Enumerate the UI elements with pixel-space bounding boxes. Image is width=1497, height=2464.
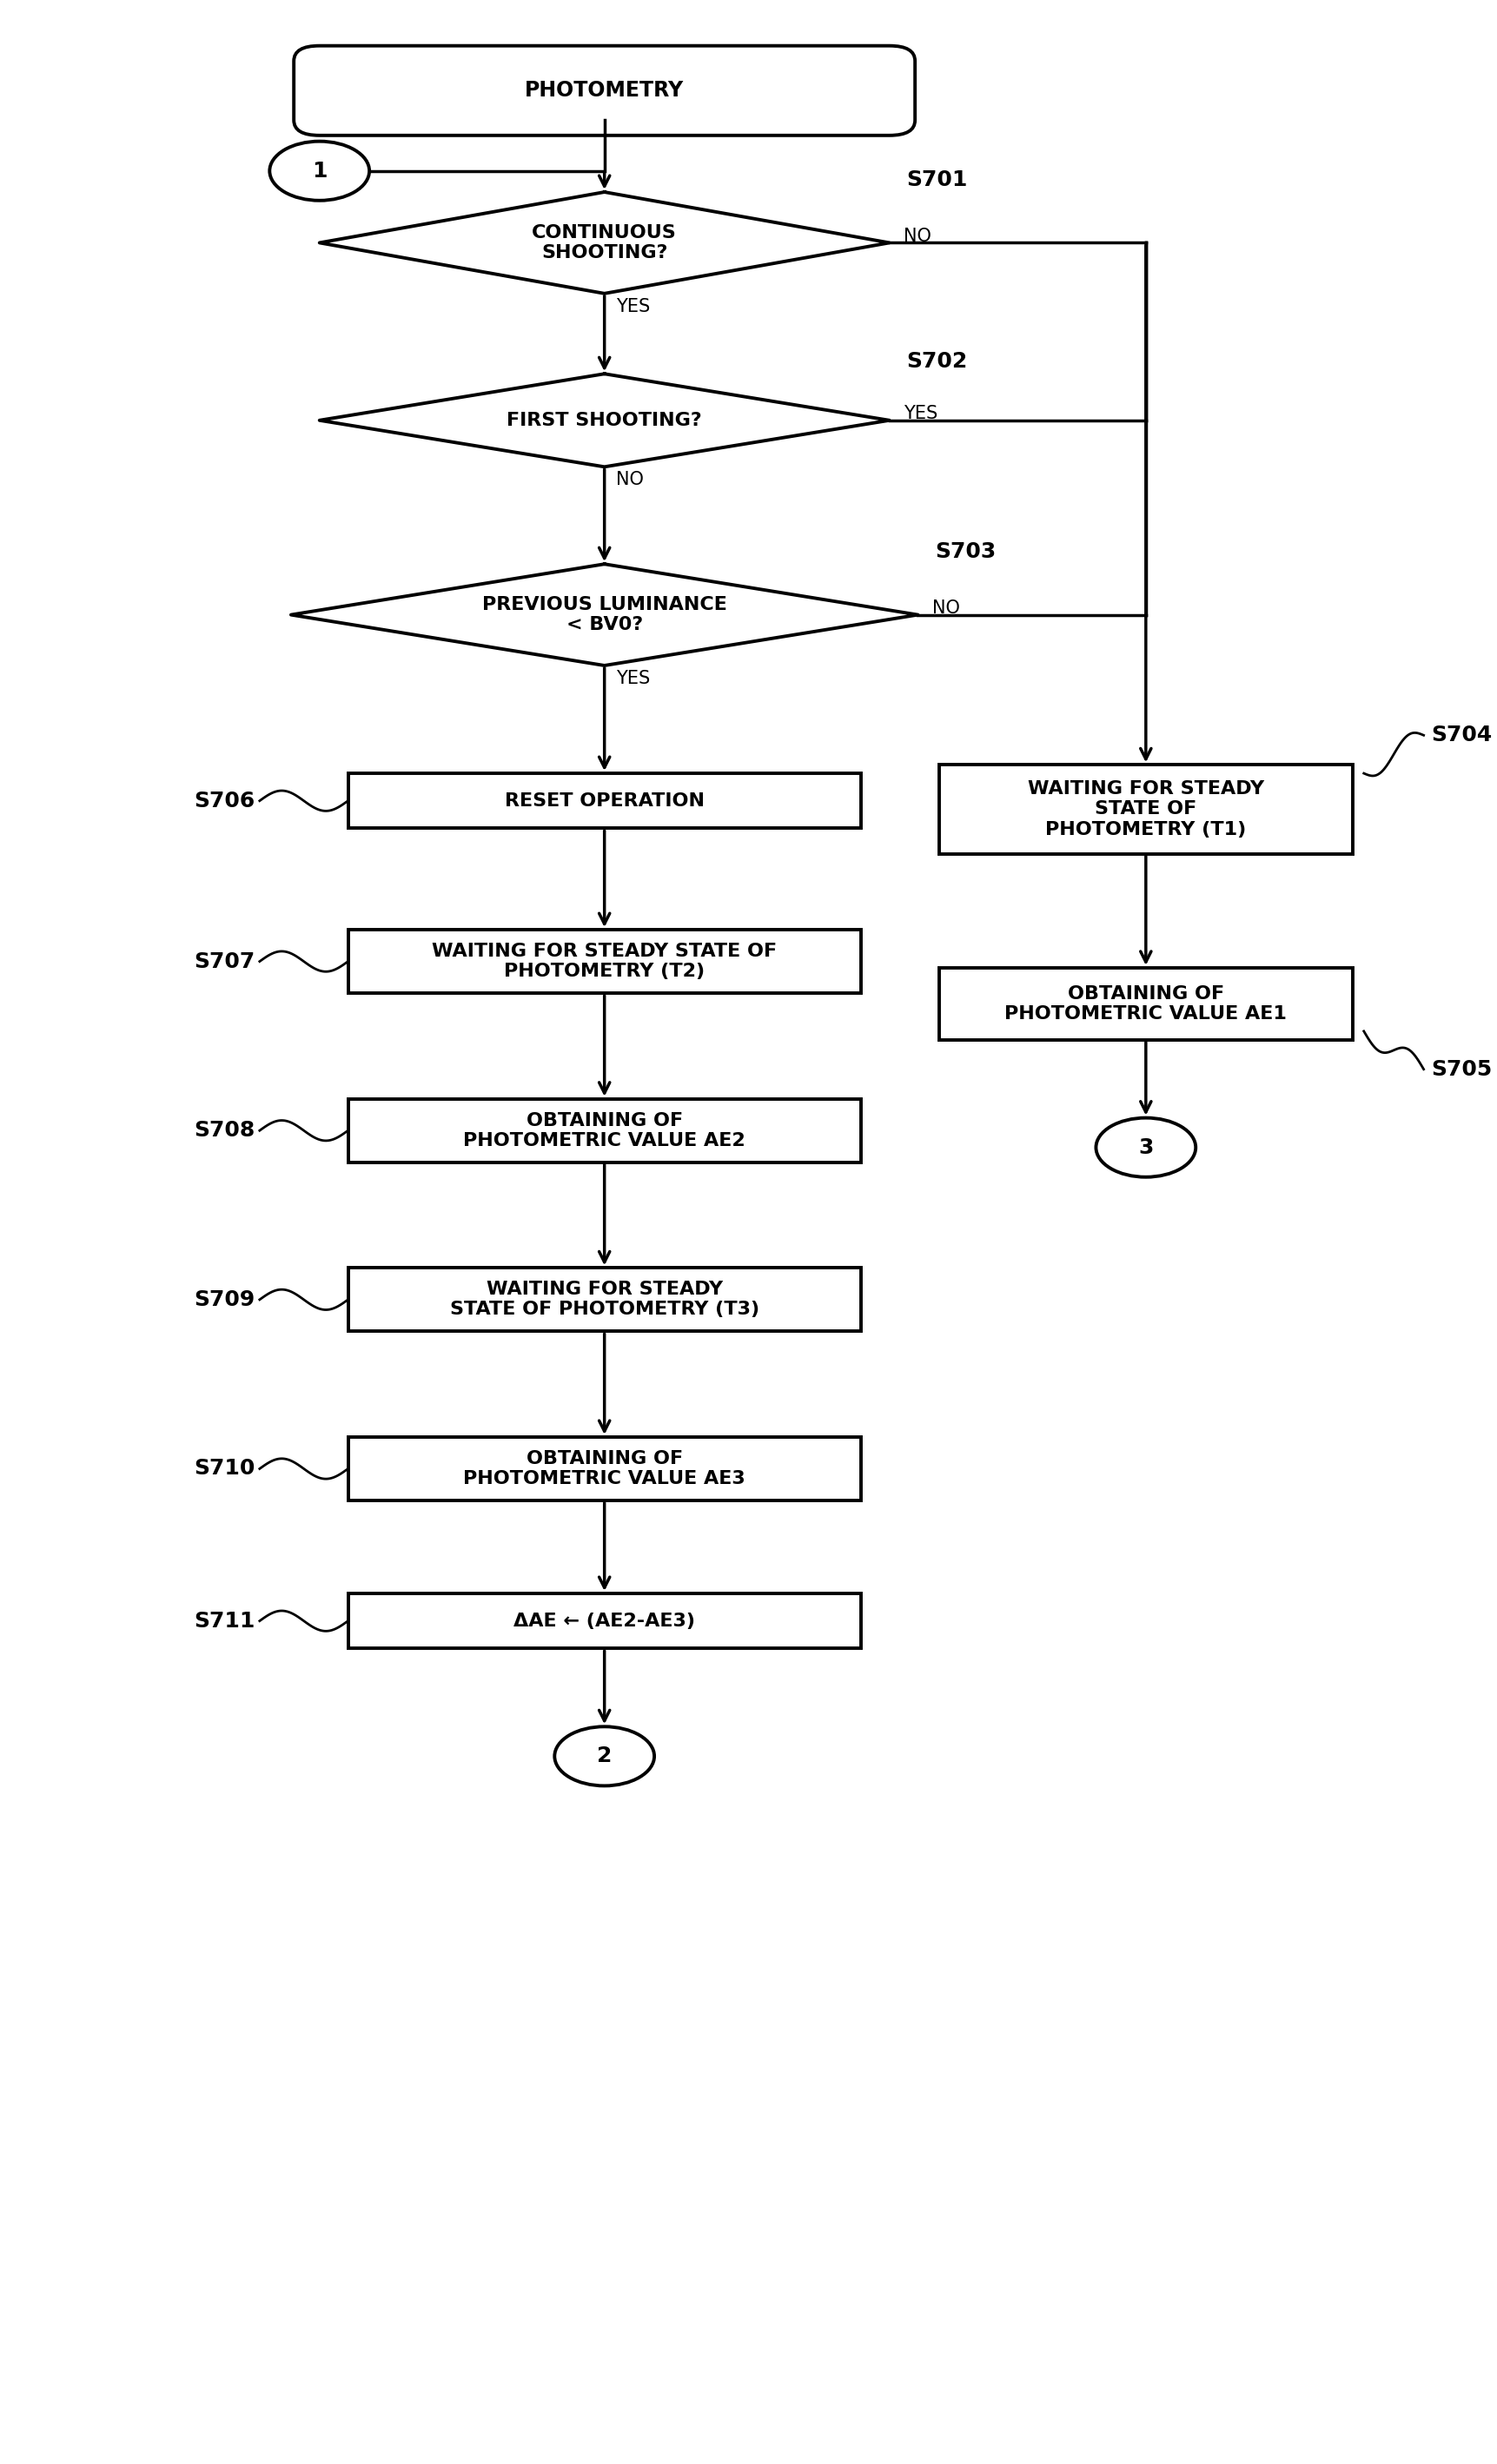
Bar bbox=[347, 929, 861, 993]
Text: S704: S704 bbox=[1430, 724, 1491, 747]
Circle shape bbox=[1096, 1119, 1195, 1178]
Text: PREVIOUS LUMINANCE
< BV0?: PREVIOUS LUMINANCE < BV0? bbox=[482, 596, 726, 633]
Text: NO: NO bbox=[903, 227, 931, 244]
Text: 3: 3 bbox=[1138, 1136, 1153, 1158]
Bar bbox=[347, 1594, 861, 1648]
Polygon shape bbox=[319, 375, 889, 466]
Circle shape bbox=[269, 140, 370, 200]
Text: WAITING FOR STEADY STATE OF
PHOTOMETRY (T2): WAITING FOR STEADY STATE OF PHOTOMETRY (… bbox=[431, 944, 777, 981]
Text: YES: YES bbox=[615, 298, 650, 315]
Bar bbox=[347, 774, 861, 828]
Text: OBTAINING OF
PHOTOMETRIC VALUE AE1: OBTAINING OF PHOTOMETRIC VALUE AE1 bbox=[1004, 986, 1286, 1023]
Bar bbox=[939, 968, 1352, 1040]
Text: CONTINUOUS
SHOOTING?: CONTINUOUS SHOOTING? bbox=[531, 224, 677, 261]
Text: S703: S703 bbox=[934, 542, 996, 562]
Text: NO: NO bbox=[931, 599, 960, 616]
Text: YES: YES bbox=[615, 670, 650, 687]
Bar bbox=[939, 764, 1352, 853]
Bar bbox=[347, 1099, 861, 1163]
Text: RESET OPERATION: RESET OPERATION bbox=[504, 791, 704, 811]
Text: S709: S709 bbox=[195, 1289, 254, 1311]
Text: WAITING FOR STEADY
STATE OF
PHOTOMETRY (T1): WAITING FOR STEADY STATE OF PHOTOMETRY (… bbox=[1027, 781, 1263, 838]
Circle shape bbox=[554, 1727, 654, 1786]
Text: ΔAE ← (AE2-AE3): ΔAE ← (AE2-AE3) bbox=[513, 1611, 695, 1629]
Text: OBTAINING OF
PHOTOMETRIC VALUE AE3: OBTAINING OF PHOTOMETRIC VALUE AE3 bbox=[463, 1449, 746, 1488]
Text: 1: 1 bbox=[311, 160, 326, 182]
Bar bbox=[347, 1269, 861, 1331]
Text: YES: YES bbox=[903, 404, 937, 421]
FancyBboxPatch shape bbox=[293, 47, 915, 136]
Text: S711: S711 bbox=[195, 1611, 254, 1631]
Bar bbox=[347, 1437, 861, 1501]
Text: S708: S708 bbox=[195, 1121, 254, 1141]
Polygon shape bbox=[290, 564, 918, 665]
Polygon shape bbox=[319, 192, 889, 293]
Text: S707: S707 bbox=[195, 951, 254, 971]
Text: S706: S706 bbox=[195, 791, 254, 811]
Text: NO: NO bbox=[615, 471, 644, 488]
Text: S701: S701 bbox=[906, 170, 967, 190]
Text: S702: S702 bbox=[906, 352, 967, 372]
Text: S705: S705 bbox=[1430, 1060, 1491, 1079]
Text: FIRST SHOOTING?: FIRST SHOOTING? bbox=[506, 411, 702, 429]
Text: 2: 2 bbox=[596, 1747, 612, 1767]
Text: PHOTOMETRY: PHOTOMETRY bbox=[524, 81, 684, 101]
Text: WAITING FOR STEADY
STATE OF PHOTOMETRY (T3): WAITING FOR STEADY STATE OF PHOTOMETRY (… bbox=[449, 1281, 759, 1318]
Text: OBTAINING OF
PHOTOMETRIC VALUE AE2: OBTAINING OF PHOTOMETRIC VALUE AE2 bbox=[463, 1111, 746, 1148]
Text: S710: S710 bbox=[195, 1459, 254, 1478]
